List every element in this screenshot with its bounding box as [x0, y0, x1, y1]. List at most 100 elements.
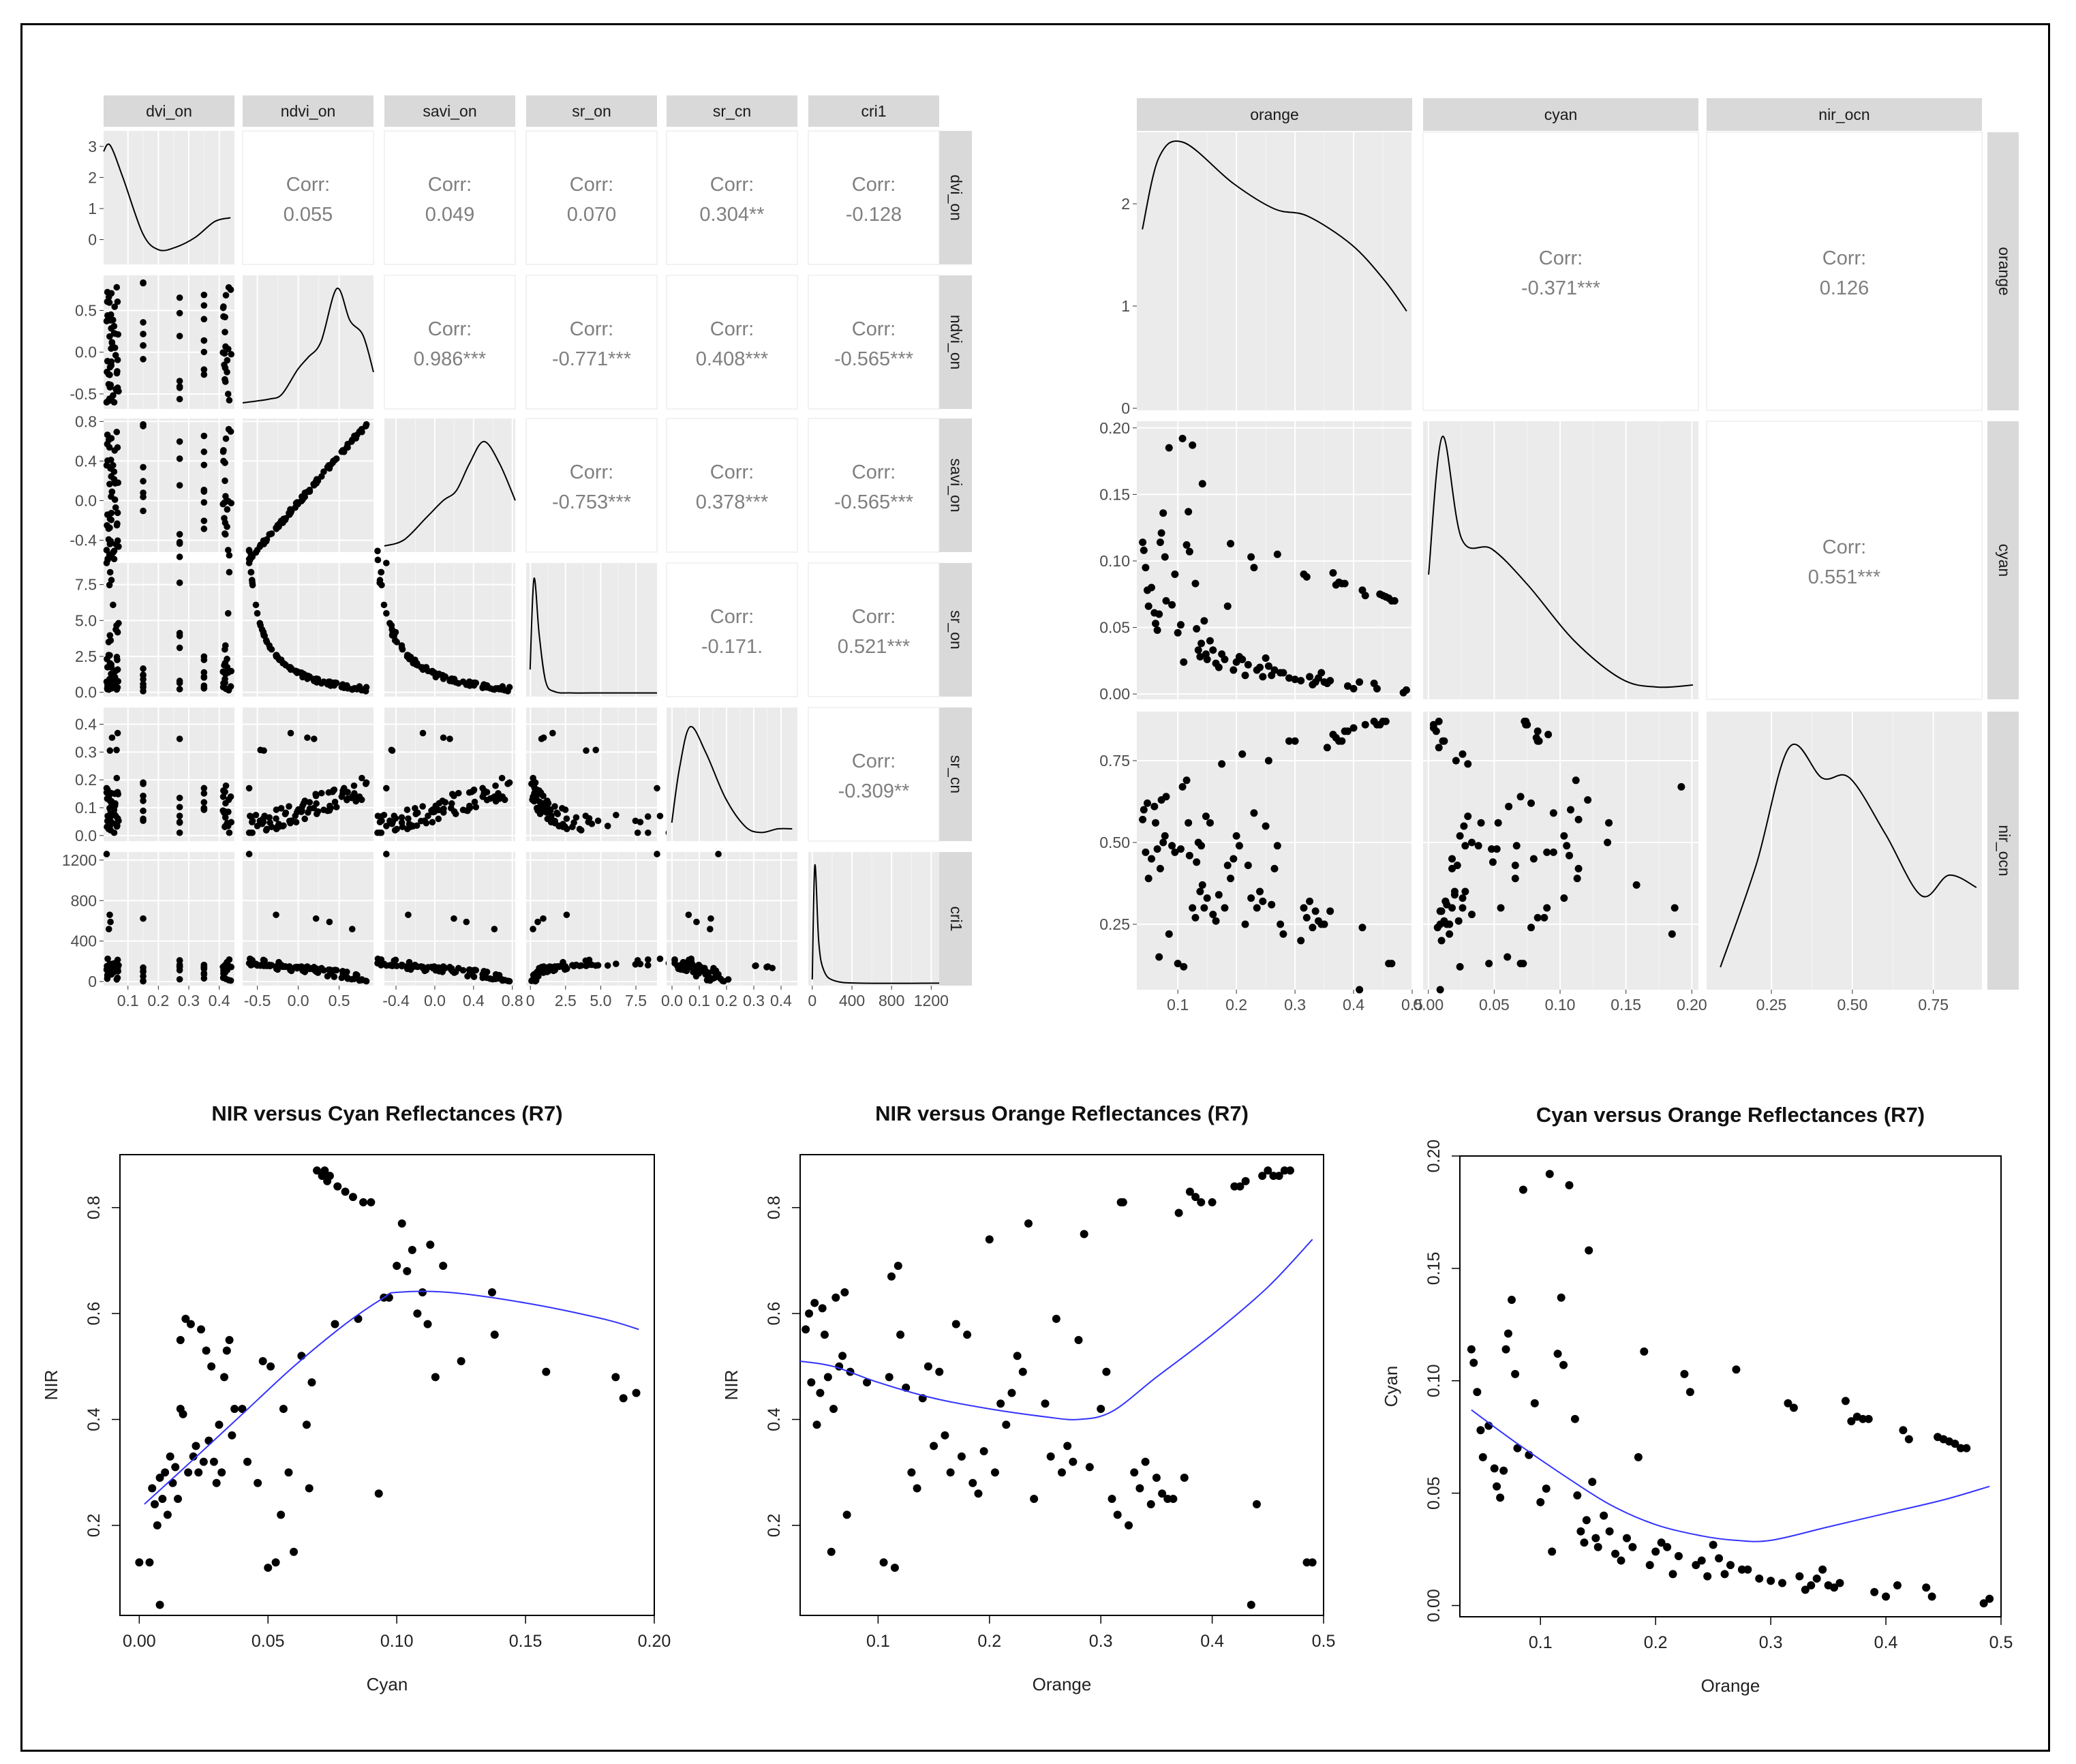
left-y-tick-label: 0.0 — [75, 344, 97, 361]
left-panel-bg — [104, 852, 234, 986]
y-tick-label: 0.6 — [765, 1302, 784, 1326]
left-scatter-point — [140, 421, 147, 428]
data-point — [805, 1309, 814, 1318]
left-corr-value: 0.049 — [425, 204, 475, 226]
left-scatter-point — [720, 977, 727, 985]
right-scatter-point — [1521, 717, 1529, 725]
left-x-tick-label: 400 — [839, 992, 865, 1009]
right-scatter-point — [1311, 907, 1319, 915]
left-scatter-point — [254, 962, 261, 969]
left-scatter-point — [200, 337, 208, 344]
left-scatter-point — [310, 675, 317, 683]
left-scatter-point — [113, 387, 120, 395]
right-y-tick-label: 0 — [1121, 399, 1130, 417]
data-point — [1870, 1587, 1879, 1596]
x-tick-label: 0.4 — [1200, 1632, 1224, 1651]
left-scatter-point — [266, 819, 273, 826]
left-corr-label: Corr: — [570, 174, 613, 196]
left-x-tick-label: 0.4 — [209, 992, 230, 1009]
right-scatter-point — [1174, 960, 1182, 968]
left-scatter-point — [429, 669, 437, 676]
right-scatter-point — [1238, 655, 1247, 663]
right-scatter-point — [1144, 875, 1153, 883]
data-point — [1113, 1510, 1122, 1519]
left-scatter-point — [106, 541, 114, 548]
left-scatter-point — [604, 823, 611, 830]
left-scatter-point — [110, 322, 118, 330]
left-scatter-point — [106, 333, 113, 340]
data-point — [957, 1452, 966, 1461]
left-y-tick-label: 0 — [88, 231, 97, 249]
right-scatter-point — [1244, 660, 1252, 669]
right-y-tick-label: 0.00 — [1099, 685, 1130, 703]
right-scatter-point — [1437, 907, 1446, 915]
left-scatter-point — [226, 568, 233, 576]
left-scatter-point — [280, 963, 287, 970]
right-scatter-point — [1247, 553, 1255, 561]
left-scatter-point — [333, 680, 340, 686]
left-x-tick-label: 7.5 — [625, 992, 647, 1009]
left-density-curve — [529, 577, 657, 694]
left-scatter-point — [103, 560, 110, 566]
data-point — [418, 1288, 427, 1297]
left-scatter-point — [421, 817, 429, 824]
data-point — [1570, 1414, 1579, 1423]
data-point — [1007, 1388, 1016, 1397]
right-scatter-point — [1230, 666, 1238, 674]
right-scatter-point — [1302, 573, 1311, 581]
data-point — [1611, 1549, 1620, 1558]
right-strip-right-label: orange — [1996, 247, 2013, 296]
right-scatter-point — [1264, 662, 1272, 670]
left-scatter-point — [693, 918, 700, 926]
left-scatter-point — [113, 622, 120, 629]
data-point — [197, 1325, 206, 1334]
left-scatter-point — [499, 977, 506, 984]
left-scatter-point — [712, 967, 720, 974]
data-point — [305, 1484, 314, 1493]
right-scatter-point — [1143, 799, 1151, 807]
right-scatter-point — [1180, 658, 1188, 666]
left-scatter-point — [363, 421, 370, 428]
right-scatter-point — [1563, 842, 1571, 850]
data-point — [189, 1452, 198, 1461]
left-scatter-point — [103, 547, 110, 553]
right-scatter-point — [1140, 546, 1148, 554]
right-scatter-point — [1189, 904, 1197, 912]
right-scatter-point — [1343, 682, 1352, 690]
scatter-plot-3: Cyan versus Orange Reflectances (R7)0.1 0… — [1381, 1103, 2013, 1696]
data-point — [1264, 1166, 1272, 1175]
data-point — [1080, 1230, 1088, 1238]
data-point — [1185, 1187, 1194, 1196]
right-scatter-point — [1171, 570, 1179, 578]
left-scatter-point — [228, 667, 235, 675]
left-scatter-point — [176, 333, 183, 339]
left-scatter-point — [592, 962, 599, 969]
right-corr-label: Corr: — [1539, 247, 1583, 269]
data-point — [1904, 1435, 1913, 1444]
left-scatter-point — [644, 962, 652, 969]
left-scatter-point — [114, 509, 121, 517]
left-scatter-point — [330, 787, 337, 794]
left-scatter-point — [260, 541, 267, 548]
right-scatter-point — [1147, 583, 1155, 592]
right-scatter-point — [1493, 845, 1501, 853]
data-point — [1726, 1561, 1735, 1570]
right-scatter-point — [1349, 724, 1358, 732]
left-scatter-point — [463, 918, 470, 926]
right-scatter-point — [1279, 930, 1287, 938]
left-scatter-point — [277, 805, 285, 812]
left-scatter-point — [105, 436, 112, 444]
left-scatter-point — [106, 660, 114, 667]
right-y-tick-label: 2 — [1121, 195, 1130, 213]
right-density-curve — [1142, 140, 1407, 312]
left-scatter-point — [536, 787, 543, 794]
left-scatter-point — [176, 644, 183, 652]
left-scatter-point — [103, 399, 110, 406]
left-scatter-point — [356, 793, 363, 800]
left-scatter-point — [406, 958, 413, 966]
data-point — [816, 1388, 825, 1397]
right-scatter-point — [1468, 911, 1476, 919]
data-point — [1697, 1556, 1706, 1565]
left-scatter-point — [106, 813, 114, 820]
left-corr-label: Corr: — [710, 318, 754, 340]
